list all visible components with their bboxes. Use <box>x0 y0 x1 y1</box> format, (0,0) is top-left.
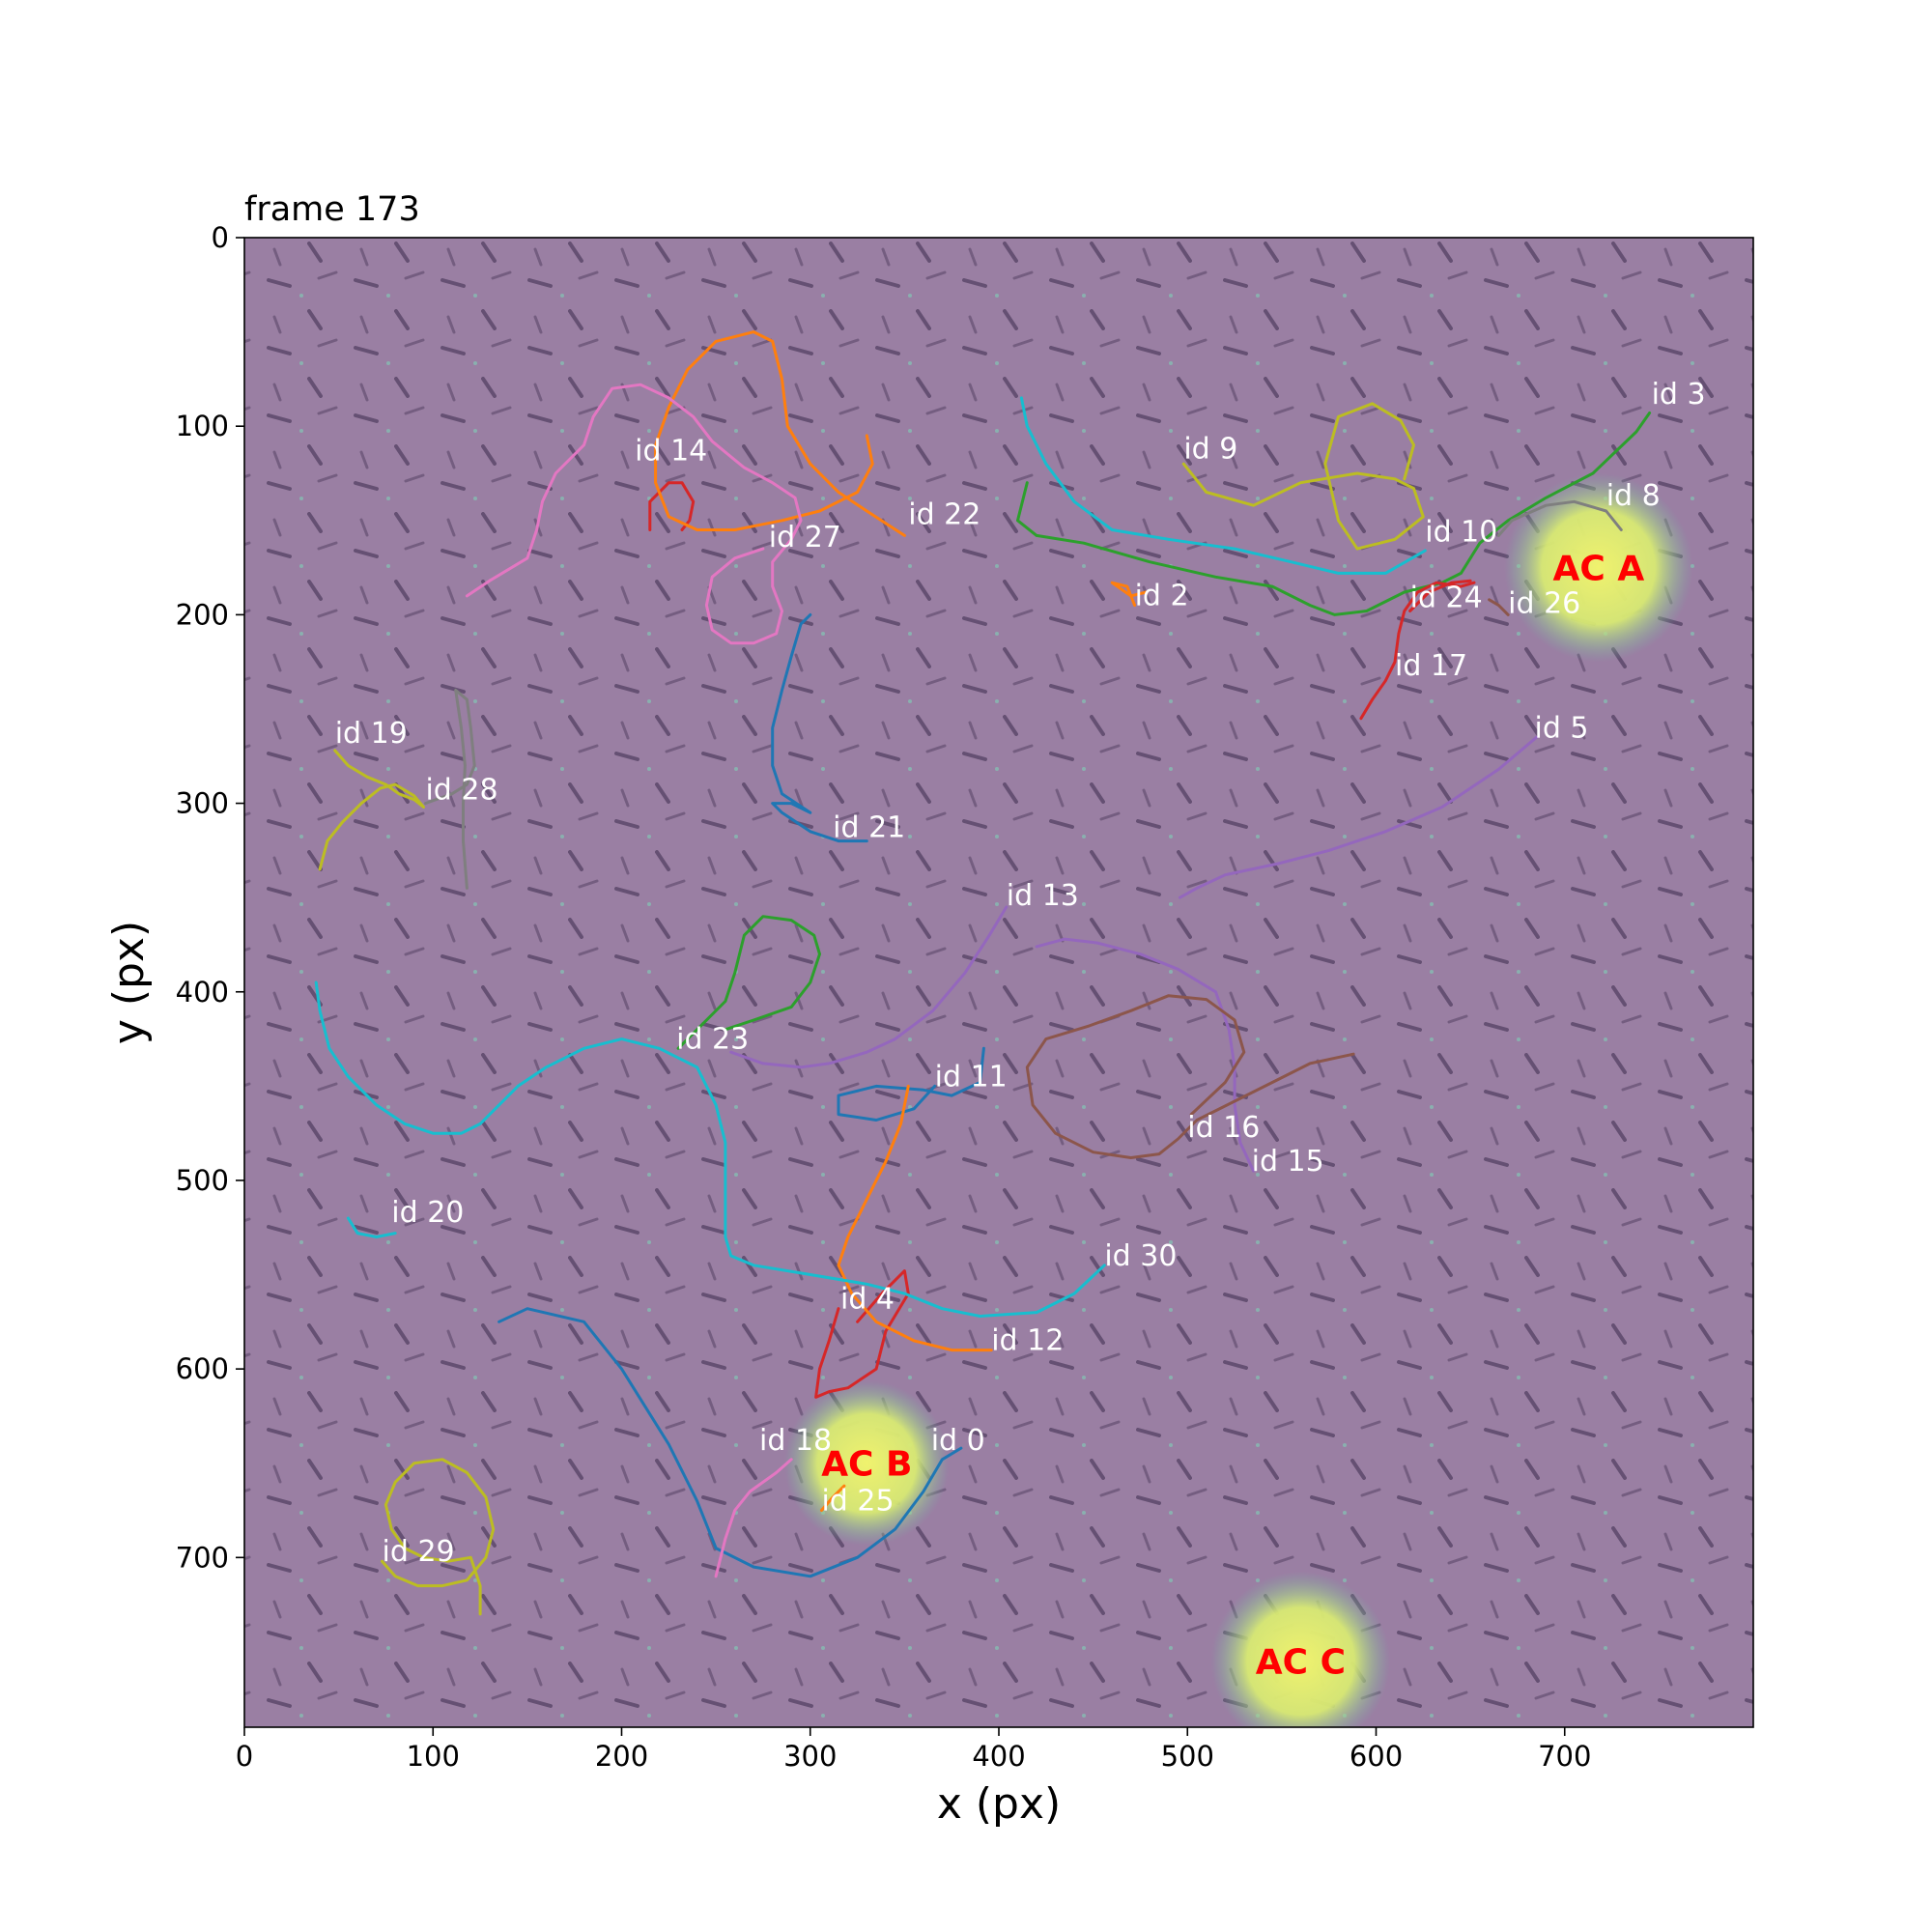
track-label-id-23: id 23 <box>676 1022 749 1056</box>
track-id-20 <box>346 1216 397 1238</box>
track-id-11 <box>837 1046 985 1122</box>
cluster-ac-c <box>1210 1571 1391 1727</box>
y-axis: 0 100 200 300 400 500 600 700 <box>176 221 244 1574</box>
track-label-id-12: id 12 <box>991 1324 1064 1358</box>
y-tick-label: 400 <box>176 976 229 1009</box>
track-id-3 <box>1016 412 1652 616</box>
track-label-id-8: id 8 <box>1606 479 1661 513</box>
track-label-id-15: id 15 <box>1252 1145 1324 1179</box>
x-tick-label: 400 <box>972 1740 1025 1773</box>
track-id-30 <box>314 980 1106 1318</box>
track-id-5 <box>1178 735 1538 899</box>
chart-title: frame 173 <box>244 190 420 229</box>
track-label-id-5: id 5 <box>1535 711 1589 745</box>
x-tick-label: 200 <box>595 1740 648 1773</box>
x-axis-title: x (px) <box>937 1779 1061 1829</box>
x-axis: 0 100 200 300 400 500 600 700 <box>236 1727 1591 1773</box>
track-label-id-0: id 0 <box>931 1424 985 1458</box>
track-id-23 <box>676 915 821 1050</box>
track-labels: id 0 id 2 id 3 id 4 id 5 id 8 id 9 id 10 id 11 id… <box>335 378 1706 1569</box>
track-label-id-21: id 21 <box>833 811 905 845</box>
track-label-id-3: id 3 <box>1652 378 1706 412</box>
track-id-21 <box>771 612 868 843</box>
cell-texture <box>244 238 1753 1727</box>
track-label-id-10: id 10 <box>1425 515 1497 549</box>
x-tick-label: 300 <box>783 1740 837 1773</box>
y-tick-label: 600 <box>176 1352 229 1385</box>
track-id-10 <box>1019 396 1427 575</box>
track-label-id-30: id 30 <box>1104 1239 1177 1273</box>
track-label-id-24: id 24 <box>1410 582 1483 615</box>
track-label-id-27: id 27 <box>769 521 841 554</box>
y-tick-label: 0 <box>212 221 229 254</box>
ac-label-ac-a: AC A <box>1553 550 1645 589</box>
track-id-14 <box>648 481 696 531</box>
y-tick-label: 200 <box>176 598 229 631</box>
track-id-24 <box>1408 579 1472 612</box>
track-label-id-11: id 11 <box>935 1060 1008 1094</box>
track-label-id-19: id 19 <box>335 717 408 751</box>
track-label-id-22: id 22 <box>908 498 980 532</box>
cluster-ac-a <box>1504 472 1693 663</box>
track-id-22 <box>654 330 906 537</box>
track-id-8 <box>1496 499 1623 537</box>
track-id-25 <box>820 1484 846 1512</box>
track-label-id-16: id 16 <box>1187 1111 1260 1145</box>
y-tick-label: 500 <box>176 1164 229 1197</box>
x-tick-label: 500 <box>1161 1740 1214 1773</box>
track-id-15 <box>1035 937 1256 1173</box>
trajectory-tracks <box>314 330 1652 1616</box>
track-id-13 <box>729 905 1009 1069</box>
track-id-12 <box>837 1084 993 1352</box>
x-tick-label: 0 <box>236 1740 253 1773</box>
track-label-id-17: id 17 <box>1395 649 1467 683</box>
track-id-16 <box>1025 994 1355 1159</box>
aggregation-clusters <box>783 472 1693 1727</box>
track-label-id-20: id 20 <box>391 1196 464 1230</box>
track-id-28 <box>423 689 476 890</box>
ac-label-ac-c: AC C <box>1256 1643 1346 1683</box>
track-id-29 <box>381 1458 496 1616</box>
track-label-id-26: id 26 <box>1508 586 1580 620</box>
track-id-9 <box>1181 402 1425 551</box>
track-id-19 <box>318 749 425 871</box>
track-id-4 <box>814 1269 910 1399</box>
track-id-27 <box>465 383 803 645</box>
aggregation-center-labels: AC A AC B AC C <box>821 550 1644 1683</box>
track-id-18 <box>714 1458 793 1578</box>
track-label-id-28: id 28 <box>425 774 497 808</box>
y-tick-label: 300 <box>176 787 229 820</box>
plot-background <box>244 238 1753 1727</box>
y-tick-label: 700 <box>176 1541 229 1574</box>
ac-label-ac-b: AC B <box>821 1445 912 1485</box>
track-label-id-29: id 29 <box>383 1535 455 1569</box>
track-label-id-18: id 18 <box>759 1424 832 1458</box>
track-id-2 <box>1110 581 1148 608</box>
track-id-26 <box>1488 598 1510 616</box>
track-label-id-13: id 13 <box>1007 879 1079 913</box>
track-label-id-25: id 25 <box>821 1485 894 1519</box>
x-tick-label: 100 <box>407 1740 460 1773</box>
track-label-id-4: id 4 <box>840 1283 895 1317</box>
y-axis-title: y (px) <box>104 921 154 1044</box>
track-label-id-14: id 14 <box>635 434 707 468</box>
x-tick-label: 600 <box>1350 1740 1403 1773</box>
y-tick-label: 100 <box>176 410 229 442</box>
x-tick-label: 700 <box>1538 1740 1591 1773</box>
track-id-0 <box>497 1307 963 1578</box>
track-label-id-9: id 9 <box>1183 432 1237 466</box>
track-label-id-2: id 2 <box>1135 580 1189 613</box>
